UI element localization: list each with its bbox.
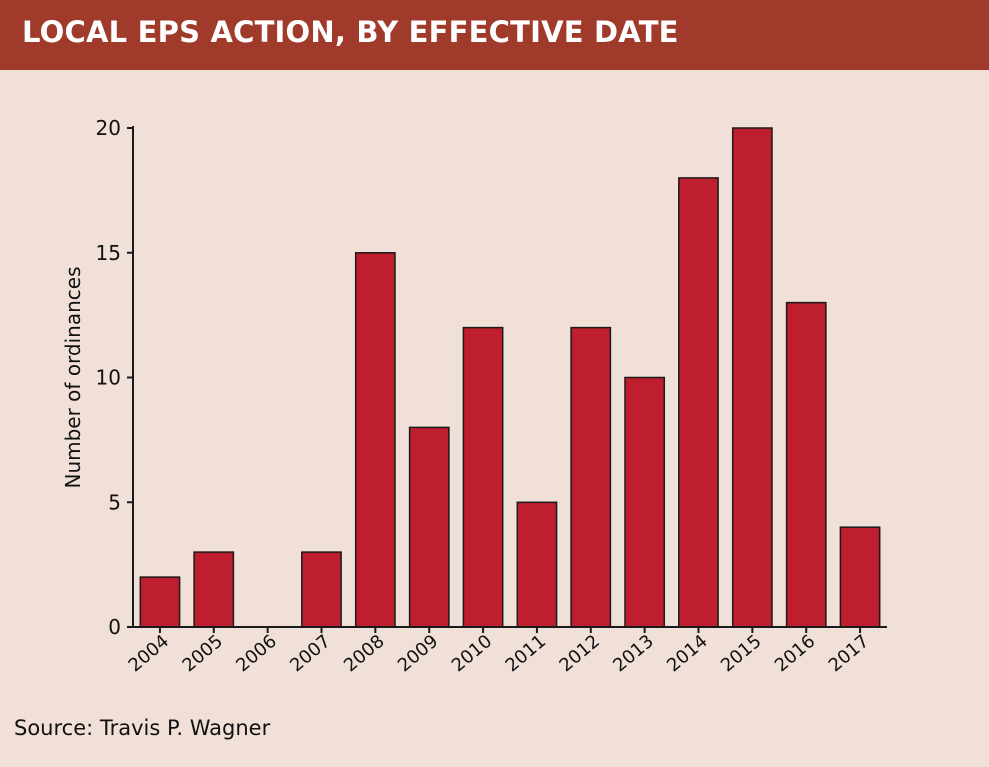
y-tick-label-20: 20 xyxy=(96,116,121,140)
x-tick-label-2013: 2013 xyxy=(609,631,658,677)
x-tick-label-2008: 2008 xyxy=(340,631,389,677)
bar-2015 xyxy=(731,127,773,628)
y-tick-label-15: 15 xyxy=(96,241,121,265)
x-tick-label-2005: 2005 xyxy=(178,631,227,677)
x-tick-label-2007: 2007 xyxy=(286,631,335,677)
x-tick-label-2016: 2016 xyxy=(771,631,820,677)
bar-2008 xyxy=(354,252,396,628)
x-tick-label-2010: 2010 xyxy=(448,631,497,677)
bar-2004 xyxy=(139,576,181,628)
x-tick-label-2011: 2011 xyxy=(502,631,551,677)
bar-2010 xyxy=(462,326,504,628)
source-note: Source: Travis P. Wagner xyxy=(14,716,271,740)
bar-2012 xyxy=(570,326,612,628)
y-tick-label-10: 10 xyxy=(96,366,121,390)
bar-2007 xyxy=(301,551,342,628)
bar-2009 xyxy=(408,426,450,628)
bar-chart: 0 5 10 15 20 2004 2005 2006 2007 2008 2009 2010 2011… xyxy=(61,116,887,677)
x-tick-label-2006: 2006 xyxy=(232,631,281,677)
header-banner: LOCAL EPS ACTION, BY EFFECTIVE DATE xyxy=(0,0,989,70)
chart-title: LOCAL EPS ACTION, BY EFFECTIVE DATE xyxy=(22,15,679,49)
x-tick-label-2015: 2015 xyxy=(717,631,766,677)
x-tick-label-2009: 2009 xyxy=(394,631,443,677)
bar-2016 xyxy=(785,301,827,628)
y-axis-title: Number of ordinances xyxy=(61,266,85,488)
bar-2011 xyxy=(516,501,558,628)
y-tick-label-0: 0 xyxy=(108,615,121,639)
x-tick-label-2004: 2004 xyxy=(125,631,174,677)
x-tick-label-2014: 2014 xyxy=(663,631,712,677)
y-tick-label-5: 5 xyxy=(108,490,121,514)
bar-2017 xyxy=(839,526,881,628)
bar-2013 xyxy=(624,376,666,628)
bar-2014 xyxy=(678,177,719,628)
x-tick-label-2012: 2012 xyxy=(555,631,604,677)
x-tick-label-2017: 2017 xyxy=(825,631,874,677)
bar-2005 xyxy=(193,551,235,628)
